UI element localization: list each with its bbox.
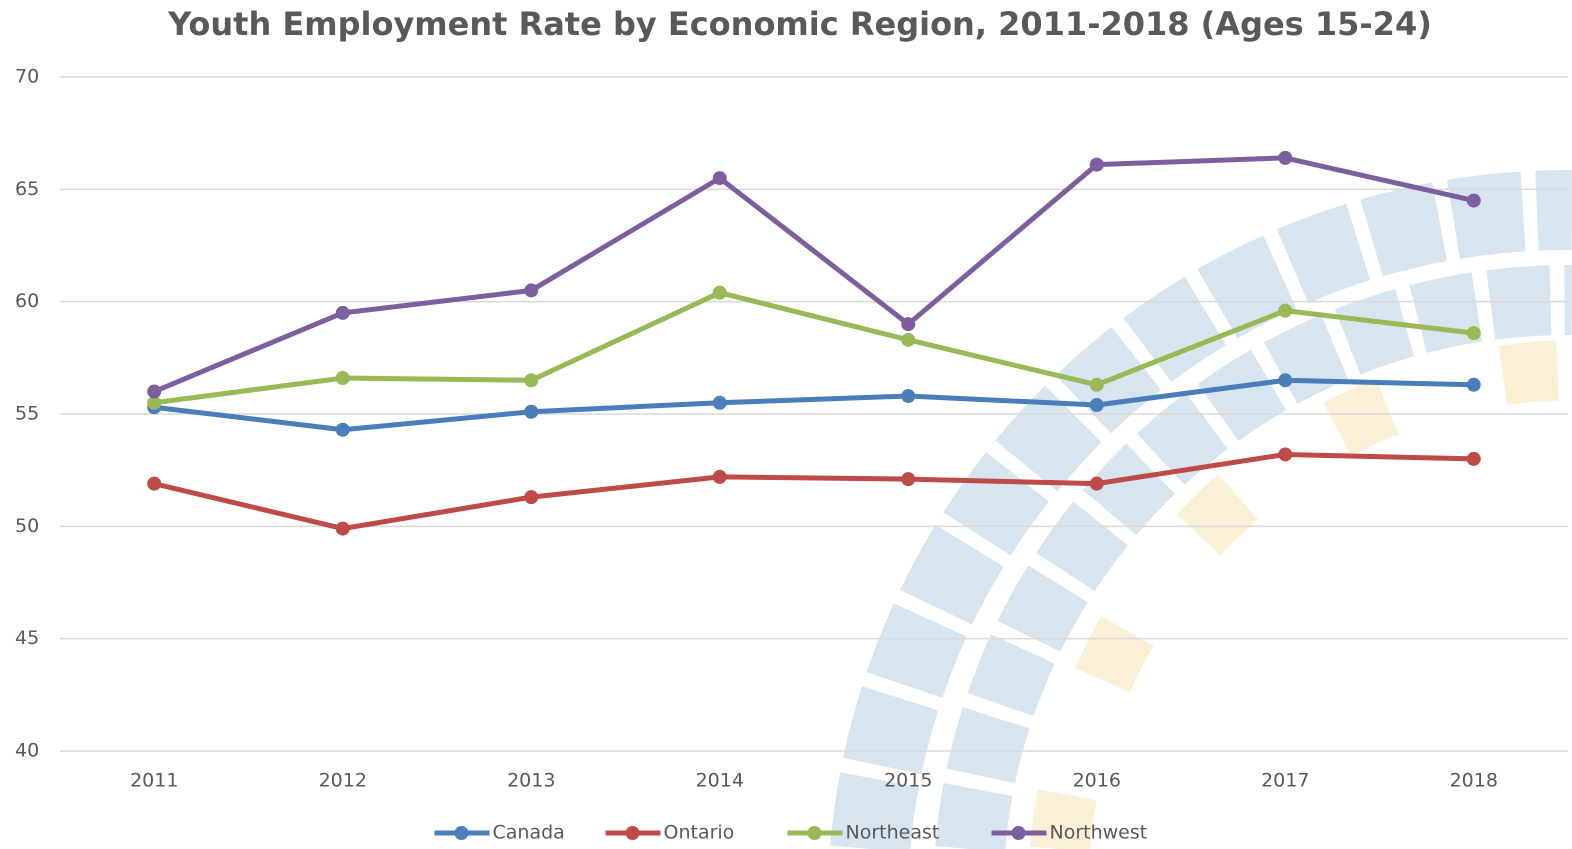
series-line [153, 155, 1475, 394]
data-point [1278, 373, 1293, 388]
legend-label: Ontario [664, 822, 735, 844]
data-point [524, 404, 539, 419]
x-tick-label: 2017 [1261, 770, 1309, 792]
data-point [1089, 476, 1104, 491]
data-point [901, 389, 916, 404]
data-point [712, 285, 727, 300]
series-line [153, 377, 1474, 433]
data-point [1466, 451, 1481, 466]
background-decoration [830, 169, 1572, 849]
data-point [901, 317, 916, 332]
chart-title: Youth Employment Rate by Economic Region… [167, 5, 1432, 43]
data-point [147, 476, 162, 491]
y-tick-label: 50 [15, 515, 39, 537]
data-point [335, 521, 350, 536]
data-point [335, 422, 350, 437]
legend-label: Northwest [1050, 822, 1148, 844]
data-point [1089, 398, 1104, 413]
data-point [524, 373, 539, 388]
data-point [901, 472, 916, 487]
legend-marker [454, 826, 469, 840]
data-point [524, 283, 539, 298]
x-tick-label: 2018 [1450, 770, 1498, 792]
y-tick-label: 45 [15, 627, 39, 649]
data-point [1466, 326, 1481, 341]
data-point [901, 332, 916, 347]
data-point [1278, 150, 1293, 165]
data-point [1466, 377, 1481, 392]
data-point [712, 171, 727, 186]
legend-marker [1011, 826, 1026, 840]
y-tick-label: 65 [15, 178, 39, 200]
legend-label: Canada [493, 822, 565, 844]
data-point [712, 395, 727, 410]
x-tick-label: 2016 [1073, 770, 1121, 792]
y-tick-label: 60 [15, 290, 39, 312]
x-tick-label: 2012 [319, 770, 367, 792]
data-point [524, 490, 539, 505]
data-point [147, 384, 162, 399]
x-tick-label: 2011 [130, 770, 178, 792]
legend-marker [625, 826, 640, 840]
x-tick-label: 2013 [507, 770, 555, 792]
legend-label: Northeast [846, 822, 940, 844]
data-point [712, 469, 727, 484]
data-point [147, 395, 162, 410]
legend-marker [807, 826, 822, 840]
data-point [335, 305, 350, 320]
data-point [1278, 303, 1293, 318]
y-tick-label: 40 [15, 740, 39, 762]
series-line [153, 290, 1475, 406]
data-point [335, 371, 350, 386]
y-tick-label: 70 [15, 66, 39, 88]
y-tick-label: 55 [15, 403, 39, 425]
series-line [153, 451, 1474, 532]
data-point [1089, 157, 1104, 172]
data-point [1089, 377, 1104, 392]
x-tick-label: 2015 [884, 770, 932, 792]
data-point [1278, 447, 1293, 462]
x-tick-label: 2014 [696, 770, 744, 792]
data-point [1466, 193, 1481, 208]
